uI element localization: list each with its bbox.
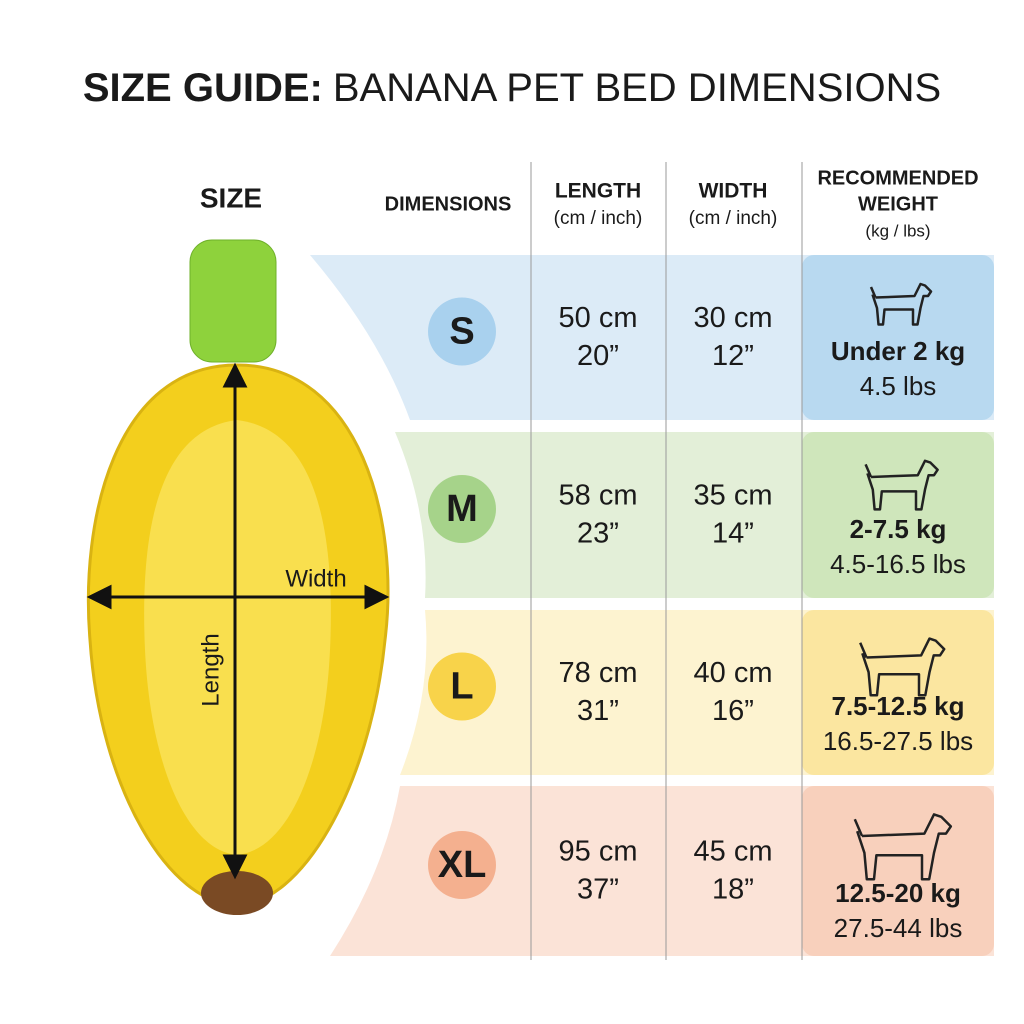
weight-lbs: 27.5-44 lbs <box>834 913 963 943</box>
width-header: WIDTH <box>699 180 768 203</box>
dog-icon <box>853 813 953 881</box>
weight-kg: 7.5-12.5 kg <box>832 691 965 721</box>
size-label: XL <box>438 844 487 886</box>
banana-cushion <box>144 420 331 855</box>
dimensions-header: DIMENSIONS <box>385 193 512 215</box>
length-inch: 20” <box>577 340 619 372</box>
length-header: LENGTH <box>555 180 641 203</box>
arrow-head <box>86 584 112 610</box>
dog-icon <box>864 459 939 511</box>
length-inch: 23” <box>577 518 619 550</box>
size-badge <box>428 652 496 721</box>
title-rest: BANANA PET BED DIMENSIONS <box>333 66 941 110</box>
weight-header: WEIGHT <box>858 193 938 215</box>
title-bold: SIZE GUIDE: <box>83 66 323 110</box>
size-badge <box>428 475 496 543</box>
length-inch: 31” <box>577 695 619 727</box>
width-unit: (cm / inch) <box>689 208 778 229</box>
weight-lbs: 4.5 lbs <box>860 371 937 401</box>
banana-tip <box>201 871 273 915</box>
length-cm: 78 cm <box>559 657 638 689</box>
title: SIZE GUIDE: BANANA PET BED DIMENSIONS <box>83 66 941 110</box>
row-bands <box>310 255 994 956</box>
width-label: Width <box>285 565 346 592</box>
weight-cell <box>802 610 994 775</box>
weight-header: RECOMMENDED <box>817 167 978 189</box>
length-cm: 50 cm <box>559 302 638 334</box>
rows: S 50 cm 20” 30 cm 12” Under 2 kg 4.5 lbs M 58 cm… <box>428 282 973 943</box>
width-inch: 14” <box>712 518 754 550</box>
banana-bed-image: Width Length <box>86 239 390 915</box>
weight-lbs: 16.5-27.5 lbs <box>823 726 973 756</box>
dog-icon <box>859 637 946 697</box>
size-label: S <box>449 311 474 353</box>
arrow-head <box>222 854 248 880</box>
length-inch: 37” <box>577 874 619 906</box>
banana-stem <box>189 239 277 363</box>
weight-cell <box>802 432 994 598</box>
weight-unit: (kg / lbs) <box>865 221 930 240</box>
weight-kg: 12.5-20 kg <box>835 878 961 908</box>
size-badge <box>428 831 496 899</box>
width-inch: 12” <box>712 340 754 372</box>
size-header: SIZE <box>200 182 262 213</box>
dog-icon <box>869 282 933 326</box>
length-label: Length <box>197 633 224 706</box>
column-lines <box>530 162 803 960</box>
length-cm: 58 cm <box>559 480 638 512</box>
width-cm: 35 cm <box>694 480 773 512</box>
width-cm: 40 cm <box>694 657 773 689</box>
width-cm: 45 cm <box>694 836 773 868</box>
size-label: M <box>446 488 478 530</box>
weight-cell <box>802 786 994 956</box>
weight-kg: Under 2 kg <box>831 336 965 366</box>
width-inch: 16” <box>712 695 754 727</box>
arrow-head <box>364 584 390 610</box>
arrow-head <box>222 362 248 388</box>
weight-lbs: 4.5-16.5 lbs <box>830 549 966 579</box>
width-cm: 30 cm <box>694 302 773 334</box>
size-badge <box>428 297 496 366</box>
length-cm: 95 cm <box>559 836 638 868</box>
size-label: L <box>450 666 473 708</box>
length-unit: (cm / inch) <box>554 208 643 229</box>
weight-kg: 2-7.5 kg <box>850 514 947 544</box>
width-inch: 18” <box>712 874 754 906</box>
weight-cell <box>802 255 994 420</box>
